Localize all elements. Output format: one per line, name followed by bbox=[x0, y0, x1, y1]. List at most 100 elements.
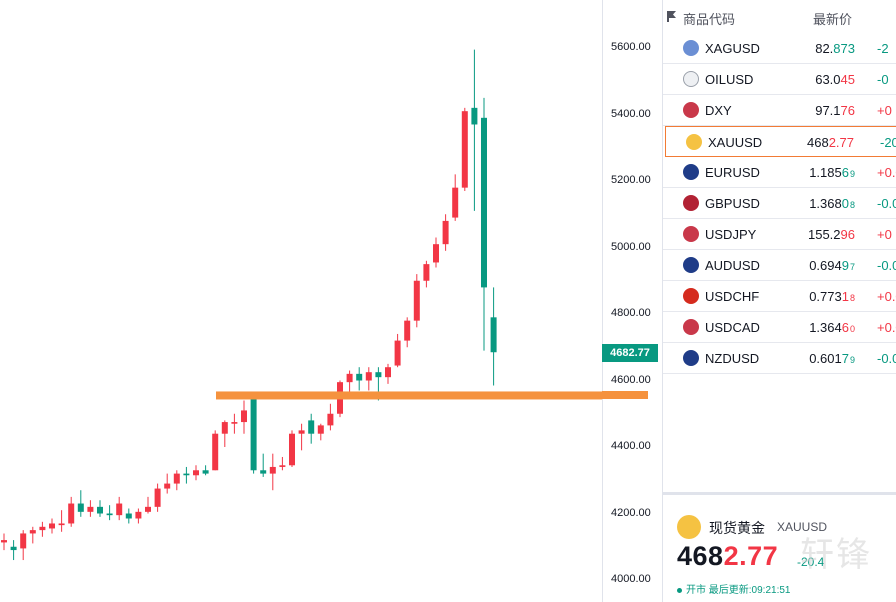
watchlist-row-eurusd[interactable]: EURUSD 1.18569 +0.0 bbox=[663, 157, 896, 188]
candle bbox=[77, 490, 84, 517]
candle-body bbox=[164, 483, 171, 489]
au-us-flag-icon bbox=[683, 257, 699, 273]
symbol-column-header[interactable]: 商品代码 bbox=[683, 12, 736, 27]
candle-body bbox=[346, 373, 353, 383]
candle bbox=[279, 456, 286, 471]
candle-body bbox=[106, 513, 113, 516]
candle-body bbox=[58, 523, 65, 526]
candle bbox=[394, 333, 401, 368]
candle bbox=[356, 367, 363, 391]
watchlist-last-price-main: 63.0 bbox=[815, 72, 841, 87]
watchlist-symbol: USDCAD bbox=[705, 320, 760, 335]
candle-body bbox=[68, 503, 75, 524]
watchlist-last-price: 63.045 bbox=[815, 72, 855, 87]
candle-body bbox=[317, 425, 324, 434]
watchlist-last-price-highlight: 76 bbox=[840, 103, 855, 118]
candle bbox=[20, 530, 27, 561]
candle-body bbox=[77, 503, 84, 512]
candle-body bbox=[385, 367, 391, 378]
candle-body bbox=[116, 503, 123, 516]
candle bbox=[202, 465, 209, 476]
candle bbox=[116, 496, 123, 521]
candle-body bbox=[29, 530, 36, 534]
price-tick-label: 4200.00 bbox=[611, 506, 651, 519]
silver-icon bbox=[683, 40, 699, 56]
watchlist-row-usdcad[interactable]: USDCAD 1.36460 +0.0 bbox=[663, 312, 896, 343]
watchlist-last-price-highlight: 873 bbox=[833, 41, 855, 56]
candle bbox=[154, 483, 161, 512]
watchlist-symbol: NZDUSD bbox=[705, 351, 760, 366]
candle-body bbox=[298, 430, 305, 434]
candle-body bbox=[423, 264, 430, 281]
watchlist-row-dxy[interactable]: DXY 97.176 +0 bbox=[663, 95, 896, 126]
market-status-text: 开市 bbox=[686, 585, 706, 596]
watchlist-last-price-main: 155.2 bbox=[807, 227, 841, 242]
candle bbox=[106, 505, 113, 521]
candlestick-chart[interactable] bbox=[0, 0, 602, 602]
candle bbox=[452, 174, 459, 221]
watchlist-last-price-highlight: 2.77 bbox=[828, 135, 854, 150]
watchlist-change: +0 bbox=[877, 227, 892, 242]
candle bbox=[145, 496, 151, 514]
watchlist-last-price-main: 0.773 bbox=[809, 289, 842, 304]
price-tick-label: 4400.00 bbox=[611, 440, 651, 452]
candle-body bbox=[413, 280, 420, 321]
candle-body bbox=[193, 470, 199, 476]
us-jp-flag-icon bbox=[683, 226, 699, 242]
candle bbox=[1, 533, 7, 551]
gold-icon bbox=[677, 515, 701, 539]
candle bbox=[260, 453, 267, 477]
candle-body bbox=[289, 433, 295, 466]
candle-body bbox=[87, 506, 94, 512]
price-tick-label: 5600.00 bbox=[611, 41, 651, 53]
candle-body bbox=[394, 340, 401, 366]
watchlist-last-price: 1.36460 bbox=[809, 320, 855, 335]
uk-us-flag-icon bbox=[683, 195, 699, 211]
candle-body bbox=[250, 397, 257, 471]
watchlist-last-price-highlight: 0 bbox=[841, 196, 849, 211]
candle bbox=[173, 470, 180, 491]
watchlist-change: +0 bbox=[877, 103, 892, 118]
watchlist-last-price-pip: 0 bbox=[849, 324, 855, 334]
watchlist-row-usdchf[interactable]: USDCHF 0.77318 +0.0 bbox=[663, 281, 896, 312]
flag-icon[interactable] bbox=[666, 11, 677, 22]
watchlist-last-price: 1.18569 bbox=[809, 165, 855, 180]
watchlist-last-price-highlight: 45 bbox=[840, 72, 855, 87]
market-status: 开市 最后更新:09:21:51 bbox=[677, 581, 791, 596]
watchlist-last-price-main: 0.601 bbox=[809, 351, 842, 366]
candle-body bbox=[404, 320, 411, 341]
candle bbox=[461, 107, 468, 191]
candle bbox=[87, 500, 94, 517]
watchlist-row-usdjpy[interactable]: USDJPY 155.296 +0 bbox=[663, 219, 896, 250]
watchlist-row-nzdusd[interactable]: NZDUSD 0.60179 -0.0 bbox=[663, 343, 896, 374]
watchlist-last-price: 0.60179 bbox=[809, 351, 855, 366]
watchlist-change: +0.0 bbox=[877, 165, 896, 180]
watchlist-last-price-main: 0.694 bbox=[809, 258, 842, 273]
watchlist-row-gbpusd[interactable]: GBPUSD 1.36808 -0.0 bbox=[663, 188, 896, 219]
candle bbox=[481, 97, 487, 351]
chart-pane[interactable] bbox=[0, 0, 602, 602]
price-tick-label: 5000.00 bbox=[611, 240, 651, 253]
watchlist-last-price-pip: 8 bbox=[849, 200, 855, 210]
symbol-detail: 现货黄金 XAUUSD 4682.77 -20.4 开市 最后更新:09:21:… bbox=[663, 492, 896, 602]
watchlist-row-oilusd[interactable]: OILUSD 63.045 -0 bbox=[663, 64, 896, 95]
detail-price-highlight: 2.77 bbox=[723, 541, 779, 571]
candle bbox=[241, 400, 247, 434]
watchlist-row-audusd[interactable]: AUDUSD 0.69497 -0.0 bbox=[663, 250, 896, 281]
watchlist-last-price-pip: 7 bbox=[849, 262, 855, 272]
watchlist-last-price-main: 82. bbox=[815, 41, 834, 56]
last-price-column-header[interactable]: 最新价 bbox=[813, 12, 853, 27]
candle-body bbox=[49, 523, 55, 529]
us-ca-flag-icon bbox=[683, 319, 699, 335]
watchlist-header: 商品代码 最新价 bbox=[663, 0, 896, 33]
candle-body bbox=[241, 410, 247, 423]
watchlist-row-xauusd[interactable]: XAUUSD 4682.77 -20 bbox=[665, 126, 896, 157]
horizontal-line[interactable] bbox=[216, 391, 602, 400]
candle-body bbox=[10, 546, 17, 551]
candle bbox=[317, 423, 324, 441]
candle bbox=[385, 363, 391, 384]
horizontal-line-extension[interactable] bbox=[602, 391, 648, 400]
price-axis[interactable]: 5600.00 5400.00 5200.00 5000.00 4800.00 4600.… bbox=[602, 0, 660, 602]
candle-body bbox=[260, 470, 267, 474]
watchlist-row-xagusd[interactable]: XAGUSD 82.873 -2 bbox=[663, 33, 896, 64]
